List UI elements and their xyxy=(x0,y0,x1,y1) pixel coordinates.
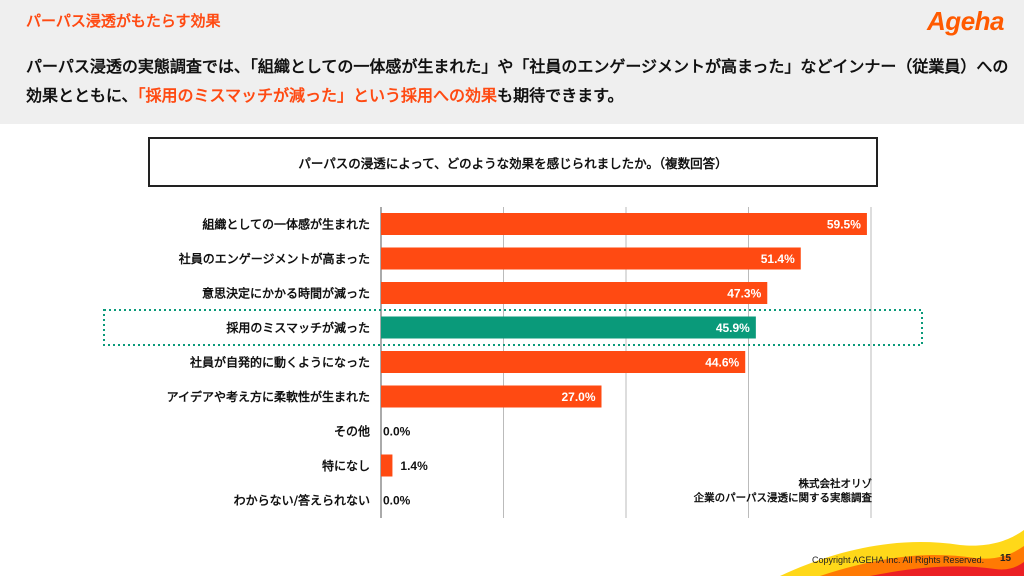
category-label: 採用のミスマッチが減った xyxy=(226,320,370,335)
lead-part2: も期待できます。 xyxy=(497,86,624,105)
lead-part1: パーパス浸透の実態調査では、「組織としての一体感が生まれた」や「社員のエンゲージ… xyxy=(26,57,1009,105)
survey-question: パーパスの浸透によって、どのような効果を感じられましたか。（複数回答） xyxy=(298,155,728,171)
source-line-1: 株式会社オリゾ xyxy=(798,478,873,490)
bar-5 xyxy=(381,385,602,408)
category-label: 社員のエンゲージメントが高まった xyxy=(178,251,370,266)
copyright-text: Copyright AGEHA Inc. All Rights Reserved… xyxy=(812,555,985,565)
bar-2 xyxy=(381,282,768,304)
lead-text: パーパス浸透の実態調査では、「組織としての一体感が生まれた」や「社員のエンゲージ… xyxy=(26,52,1011,110)
value-label: 51.4% xyxy=(761,252,795,266)
category-label: 組織としての一体感が生まれた xyxy=(202,217,370,232)
bar-3 xyxy=(381,316,756,339)
value-label: 1.4% xyxy=(400,459,428,473)
bar-7 xyxy=(381,454,393,477)
bar-0 xyxy=(381,213,867,235)
page-number: 15 xyxy=(1000,553,1012,564)
value-label: 45.9% xyxy=(716,321,750,335)
value-label: 59.5% xyxy=(827,218,861,232)
survey-question-box: パーパスの浸透によって、どのような効果を感じられましたか。（複数回答） xyxy=(148,137,878,187)
bar-4 xyxy=(381,351,746,373)
value-label: 0.0% xyxy=(383,494,411,508)
value-label: 0.0% xyxy=(383,425,411,439)
value-label: 47.3% xyxy=(727,287,761,301)
ageha-logo: Ageha xyxy=(927,6,1004,36)
source-note: 株式会社オリゾ 企業のパーパス浸透に関する実態調査 xyxy=(694,477,872,505)
category-label: 特になし xyxy=(322,458,370,473)
header-band xyxy=(0,0,1024,124)
source-line-2: 企業のパーパス浸透に関する実態調査 xyxy=(693,492,872,504)
category-label: 社員が自発的に動くようになった xyxy=(189,355,370,370)
category-label: わからない/答えられない xyxy=(234,493,370,508)
lead-highlight: 「採用のミスマッチが減った」という採用への効果 xyxy=(137,86,498,105)
highlight-frame xyxy=(103,309,923,346)
labels-layer: 組織としての一体感が生まれた 59.5% 社員のエンゲージメントが高まった 51.4%… xyxy=(167,217,862,508)
value-label: 27.0% xyxy=(561,390,595,404)
category-label: その他 xyxy=(334,424,370,439)
category-label: 意思決定にかかる時間が減った xyxy=(202,286,370,301)
slide-title: パーパス浸透がもたらす効果 xyxy=(26,12,221,30)
bars-layer xyxy=(103,213,923,477)
bar-1 xyxy=(381,247,801,270)
value-label: 44.6% xyxy=(705,356,739,370)
category-label: アイデアや考え方に柔軟性が生まれた xyxy=(167,389,370,404)
